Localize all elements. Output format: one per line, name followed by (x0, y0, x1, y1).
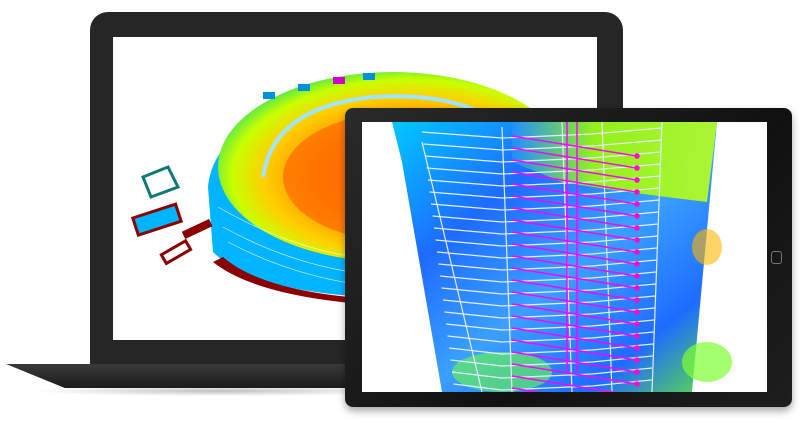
pipe-branch (511, 303, 638, 325)
side-structure (159, 238, 193, 266)
floor-outline (439, 271, 657, 283)
pipe-node (634, 357, 640, 363)
floor-outline (429, 187, 660, 199)
floor-outline (433, 223, 659, 235)
floor-outline (441, 283, 656, 295)
hotspot (452, 352, 552, 392)
floor-outline (453, 379, 652, 391)
floor-outline (444, 307, 655, 319)
floor-outline (451, 367, 653, 379)
pipe-node (634, 237, 640, 243)
floor-outline (421, 127, 663, 139)
floor-outline (436, 247, 658, 259)
pipe-node (634, 153, 640, 159)
pipe-branch (511, 291, 638, 313)
hotspot (692, 229, 722, 265)
tower-visualization (392, 122, 732, 392)
floor-outline (430, 199, 660, 211)
pipe-branch (511, 351, 638, 373)
floor-outline (435, 235, 658, 247)
pipe-node (634, 201, 640, 207)
pipe-node (634, 165, 640, 171)
pipe-node (634, 249, 640, 255)
roof-panel (363, 73, 375, 80)
column-line (421, 141, 483, 392)
pipe-branch (511, 279, 638, 301)
pipe-node (634, 297, 640, 303)
pipe-branch (511, 171, 638, 193)
pipe-node (634, 225, 640, 231)
side-structure (141, 165, 181, 199)
pipe-branch (511, 195, 638, 217)
pipe-node (634, 381, 640, 387)
pipe-node (634, 177, 640, 183)
pipe-node (634, 213, 640, 219)
pipe-branch (511, 207, 638, 229)
pipe-branch (511, 387, 542, 392)
pipe-branch (511, 375, 617, 392)
side-structure (130, 202, 184, 238)
floor-outline (423, 139, 662, 151)
pipe-network (511, 122, 640, 392)
pipe-branch (511, 219, 638, 241)
pipe-node (634, 261, 640, 267)
pipe-node (634, 309, 640, 315)
pipe-branch (511, 135, 638, 157)
pipe-branch (511, 327, 638, 349)
floor-outline (438, 259, 657, 271)
home-button-icon[interactable] (771, 251, 782, 264)
floor-outline (445, 319, 655, 331)
laptop-shadow (30, 386, 410, 396)
roof-panel (263, 92, 275, 99)
pipe-node (634, 345, 640, 351)
tablet-screen (362, 122, 767, 392)
floor-outline (448, 343, 654, 355)
floor-outline (450, 355, 653, 367)
pipe-branch (511, 147, 638, 169)
roof-panel (298, 84, 310, 91)
pipe-branch (511, 339, 638, 361)
pipe-branch (511, 183, 638, 205)
pipe-branch (511, 315, 638, 337)
pipe-node (634, 333, 640, 339)
floor-outline (432, 211, 659, 223)
side-structure (181, 219, 213, 239)
pipe-node (634, 189, 640, 195)
pipe-branch (511, 243, 638, 265)
column-line (601, 122, 613, 392)
hotspot (682, 342, 732, 382)
pipe-branch (511, 267, 638, 289)
pipe-branch (511, 231, 638, 253)
pipe-branch (511, 255, 638, 277)
roof-panel (333, 77, 345, 84)
pipe-branch (511, 363, 638, 385)
wireframe-floors (421, 122, 663, 392)
pipe-node (634, 285, 640, 291)
floor-outline (447, 331, 654, 343)
floor-outline (442, 295, 656, 307)
pipe-branch (511, 159, 638, 181)
pipe-node (634, 321, 640, 327)
column-line (501, 126, 513, 392)
pipe-node (634, 273, 640, 279)
column-line (651, 122, 663, 392)
camera-icon (352, 111, 372, 114)
pipe-node (634, 369, 640, 375)
stadium-inner-ring (261, 94, 500, 178)
floor-outline (427, 175, 661, 187)
